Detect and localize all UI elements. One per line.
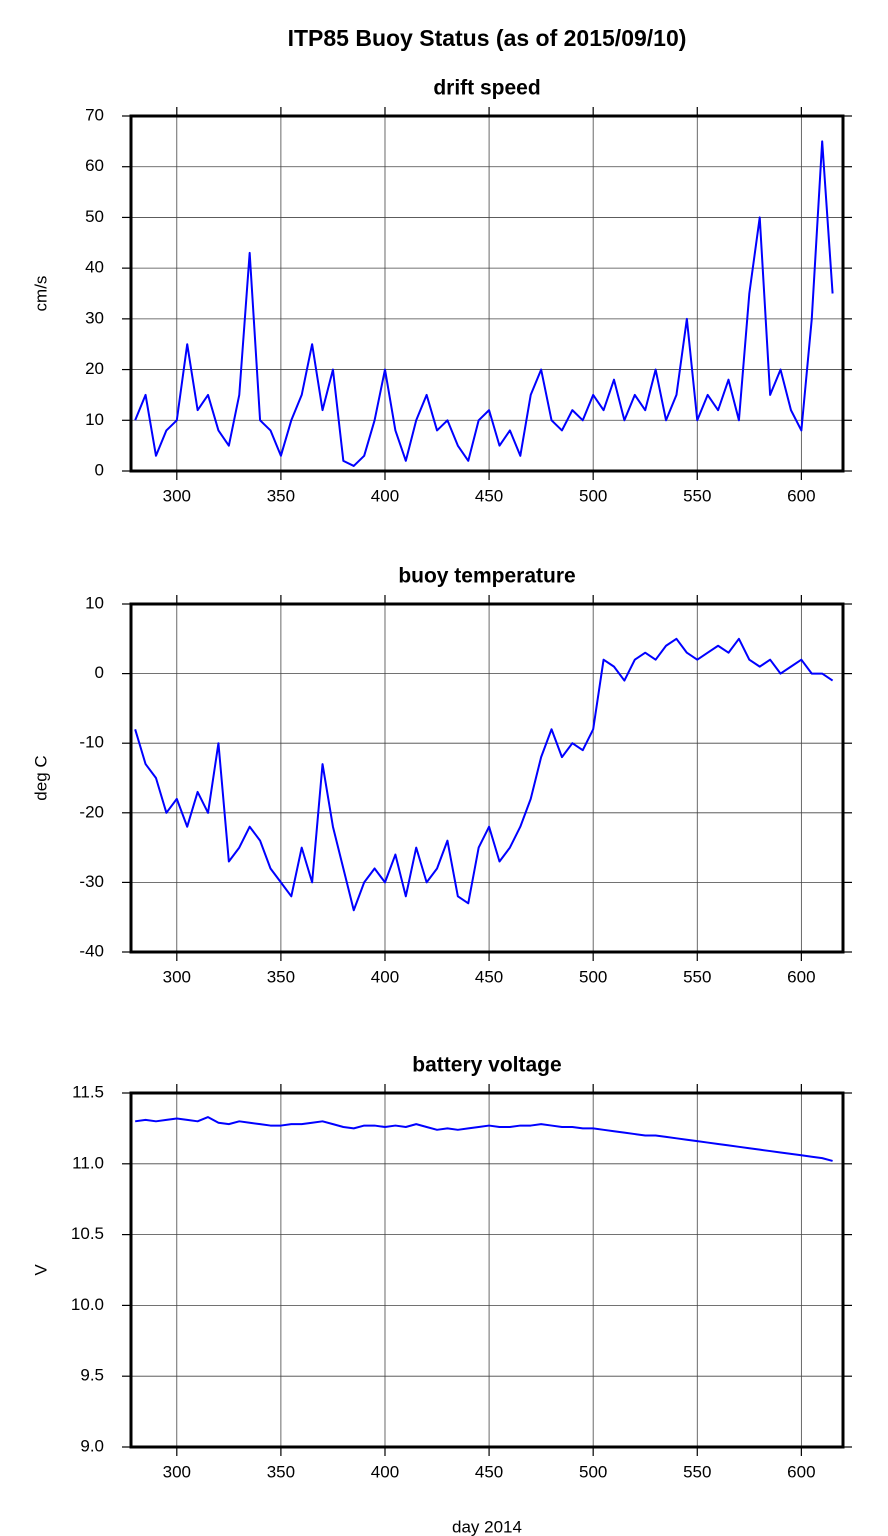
y-tick-label: 9.5 <box>80 1366 104 1385</box>
x-tick-label: 600 <box>787 486 815 505</box>
data-line <box>135 1116 833 1162</box>
x-tick-label: 450 <box>475 486 503 505</box>
x-tick-label: 550 <box>683 967 711 986</box>
y-tick-label: -10 <box>79 733 104 752</box>
x-tick-label: 400 <box>371 967 399 986</box>
y-tick-label: 0 <box>95 663 104 682</box>
y-tick-label: 11.0 <box>72 1153 104 1172</box>
x-tick-label: 400 <box>371 486 399 505</box>
x-tick-label: 550 <box>683 486 711 505</box>
y-tick-label: 20 <box>85 359 104 378</box>
y-tick-label: 30 <box>85 308 104 327</box>
panel-title: buoy temperature <box>398 565 575 588</box>
x-tick-label: 600 <box>787 1462 815 1481</box>
y-tick-label: 70 <box>85 105 104 124</box>
x-tick-label: 450 <box>475 1462 503 1481</box>
y-tick-label: 11.5 <box>72 1082 104 1101</box>
y-tick-label: 10.5 <box>71 1224 104 1243</box>
x-tick-label: 350 <box>267 1462 295 1481</box>
y-tick-label: 10.0 <box>71 1295 104 1314</box>
data-line <box>134 637 834 912</box>
x-tick-label: 500 <box>579 1462 607 1481</box>
data-line <box>134 140 834 467</box>
y-tick-label: 0 <box>95 460 104 479</box>
x-tick-label: 500 <box>579 486 607 505</box>
y-tick-label: 40 <box>85 258 104 277</box>
panel-title: battery voltage <box>412 1054 561 1077</box>
x-tick-label: 350 <box>267 967 295 986</box>
figure-title: ITP85 Buoy Status (as of 2015/09/10) <box>288 25 687 51</box>
panel-title: drift speed <box>433 77 540 100</box>
y-tick-label: -30 <box>79 872 104 891</box>
x-axis-label: day 2014 <box>452 1517 522 1536</box>
y-tick-label: 10 <box>85 593 104 612</box>
x-tick-label: 400 <box>371 1462 399 1481</box>
y-tick-label: 60 <box>85 156 104 175</box>
y-axis-label: deg C <box>31 755 50 800</box>
x-tick-label: 300 <box>163 486 191 505</box>
y-tick-label: 10 <box>85 410 104 429</box>
y-tick-label: -20 <box>79 802 104 821</box>
x-tick-label: 600 <box>787 967 815 986</box>
plot-frame <box>129 114 845 473</box>
x-tick-label: 550 <box>683 1462 711 1481</box>
x-tick-label: 300 <box>163 1462 191 1481</box>
y-tick-label: -40 <box>79 941 104 960</box>
x-tick-label: 450 <box>475 967 503 986</box>
x-tick-label: 500 <box>579 967 607 986</box>
y-tick-label: 9.0 <box>80 1436 104 1455</box>
plot-frame <box>129 602 845 954</box>
y-axis-label: cm/s <box>31 276 50 312</box>
y-axis-label: V <box>31 1264 50 1276</box>
y-tick-label: 50 <box>85 207 104 226</box>
x-tick-label: 300 <box>163 967 191 986</box>
plot-frame <box>129 1091 845 1449</box>
x-tick-label: 350 <box>267 486 295 505</box>
